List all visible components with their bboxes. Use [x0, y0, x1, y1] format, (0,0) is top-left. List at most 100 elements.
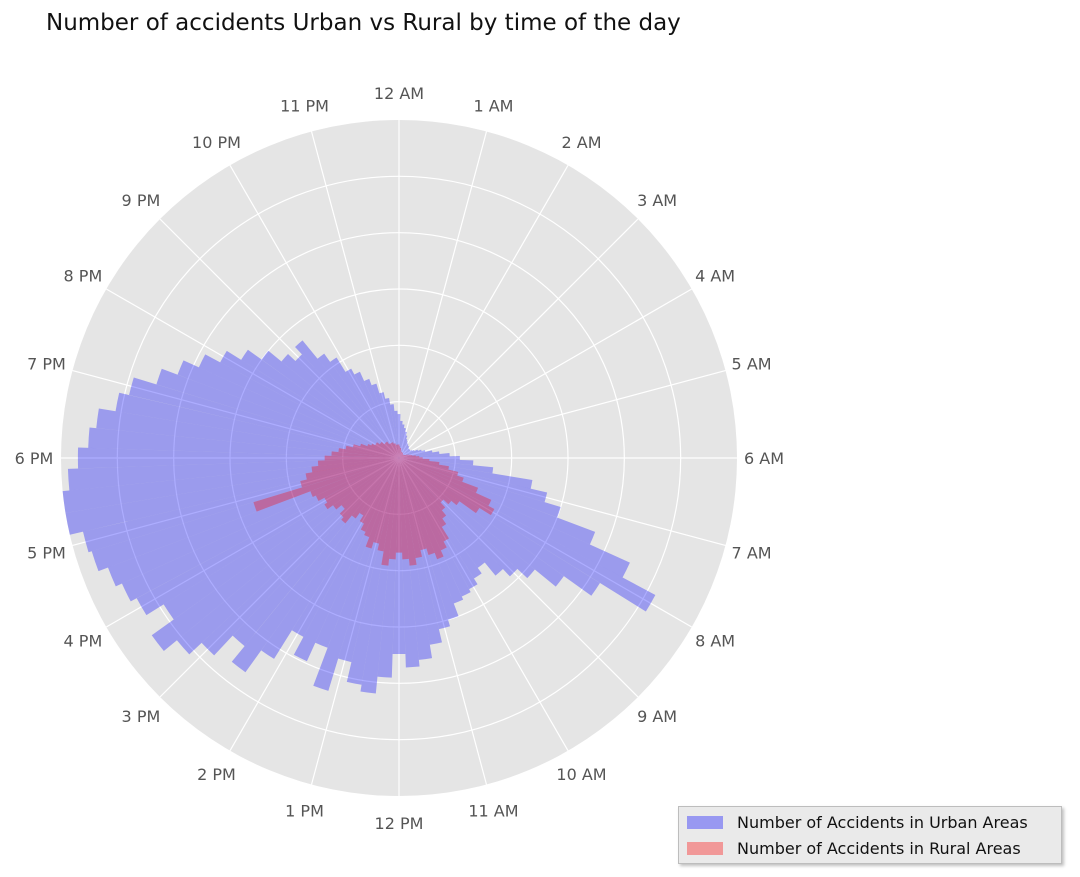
theta-tick-label: 4 AM — [695, 267, 735, 286]
rural-bar-68 — [300, 458, 399, 488]
rural-bar-43 — [399, 458, 435, 556]
urban-bar-22 — [399, 451, 440, 458]
urban-bar-95 — [394, 410, 399, 458]
urban-bar-80 — [220, 350, 399, 458]
angular-gridline — [105, 457, 400, 628]
urban-bar-49 — [377, 458, 399, 678]
rural-bar-11 — [399, 453, 404, 458]
angular-gridline — [310, 457, 400, 785]
urban-bar-10 — [399, 445, 409, 458]
urban-bar-83 — [281, 354, 399, 458]
urban-bar-74 — [96, 408, 399, 458]
urban-bar-44 — [399, 458, 451, 630]
rural-bar-77 — [360, 443, 399, 458]
rural-bar-15 — [399, 454, 404, 458]
rural-bar-12 — [399, 454, 403, 458]
urban-bar-68 — [83, 458, 399, 553]
urban-bar-3 — [399, 427, 406, 458]
urban-bar-53 — [313, 458, 399, 691]
theta-tick-label: 3 PM — [122, 707, 161, 726]
rural-bar-41 — [399, 458, 447, 551]
theta-tick-label: 11 PM — [280, 96, 329, 115]
rural-bar-23 — [399, 456, 420, 458]
rural-bar-8 — [399, 452, 403, 458]
urban-bar-19 — [399, 449, 422, 458]
urban-bar-34 — [399, 458, 564, 587]
angular-gridline — [398, 218, 639, 459]
urban-bar-27 — [399, 458, 533, 489]
urban-bar-13 — [399, 448, 410, 458]
rural-bar-76 — [352, 444, 399, 458]
rural-bar-28 — [399, 458, 459, 476]
rural-bar-24 — [399, 457, 423, 459]
angular-gridline — [159, 457, 400, 698]
rural-bar-22 — [399, 455, 416, 458]
rural-bar-38 — [399, 458, 447, 519]
urban-bar-55 — [293, 458, 399, 662]
urban-bar-7 — [399, 441, 408, 458]
series-rural — [253, 441, 495, 566]
angular-gridline — [398, 457, 488, 785]
angular-gridline — [398, 457, 639, 698]
legend-label-rural: Number of Accidents in Rural Areas — [737, 838, 1021, 858]
rural-bar-57 — [359, 458, 399, 516]
rural-bar-94 — [396, 444, 399, 458]
urban-bar-35 — [399, 458, 535, 579]
rural-bar-2 — [399, 447, 401, 458]
urban-bar-76 — [129, 377, 399, 458]
rural-bar-27 — [399, 458, 450, 470]
urban-bar-77 — [156, 368, 399, 458]
rural-bar-30 — [399, 458, 479, 493]
urban-bar-8 — [399, 443, 408, 458]
urban-bar-64 — [136, 458, 399, 616]
angular-gridline — [229, 164, 400, 459]
urban-bar-43 — [399, 458, 459, 620]
theta-tick-label: 4 PM — [64, 632, 103, 651]
rural-bar-70 — [311, 458, 399, 473]
rural-bar-69 — [305, 458, 399, 480]
angular-gridline — [398, 457, 569, 752]
urban-bar-31 — [399, 458, 630, 578]
urban-bar-51 — [346, 458, 399, 685]
rural-bar-86 — [386, 441, 399, 458]
urban-bar-57 — [261, 458, 399, 659]
urban-bar-62 — [151, 458, 399, 651]
rural-bar-85 — [385, 442, 399, 458]
rural-bar-46 — [399, 458, 417, 566]
rural-bar-25 — [399, 458, 430, 461]
theta-tick-label: 7 PM — [27, 355, 66, 374]
polar-grid — [61, 120, 737, 796]
theta-tick-label: 8 PM — [64, 267, 103, 286]
urban-bar-26 — [399, 458, 494, 474]
urban-bar-21 — [399, 450, 433, 458]
chart-title: Number of accidents Urban vs Rural by ti… — [46, 10, 681, 36]
rural-bar-9 — [399, 452, 403, 458]
theta-tick-label: 1 PM — [285, 802, 324, 821]
rural-bar-84 — [384, 443, 399, 458]
rural-bar-32 — [399, 458, 495, 516]
rural-bar-14 — [399, 454, 404, 458]
rural-bar-55 — [360, 458, 399, 532]
angular-gridline — [398, 369, 726, 459]
urban-bar-42 — [399, 458, 464, 604]
angular-gridline — [398, 457, 693, 628]
rural-bar-59 — [341, 458, 399, 524]
urban-bar-88 — [345, 368, 399, 458]
urban-bar-15 — [399, 450, 411, 458]
legend-item-rural: Number of Accidents in Rural Areas — [687, 837, 1021, 859]
rural-bar-52 — [373, 458, 399, 544]
rural-bar-93 — [395, 444, 399, 458]
urban-bar-70 — [62, 458, 399, 514]
rural-bar-49 — [389, 458, 399, 560]
urban-bar-1 — [399, 420, 403, 458]
rural-bar-54 — [364, 458, 399, 538]
rural-bar-36 — [399, 458, 444, 503]
urban-bar-28 — [399, 458, 548, 503]
urban-bar-41 — [399, 458, 471, 597]
angular-gridline — [159, 218, 400, 459]
urban-bar-87 — [330, 357, 399, 458]
urban-bar-48 — [392, 458, 406, 655]
rural-bar-90 — [392, 442, 399, 458]
rural-bar-16 — [399, 454, 405, 458]
